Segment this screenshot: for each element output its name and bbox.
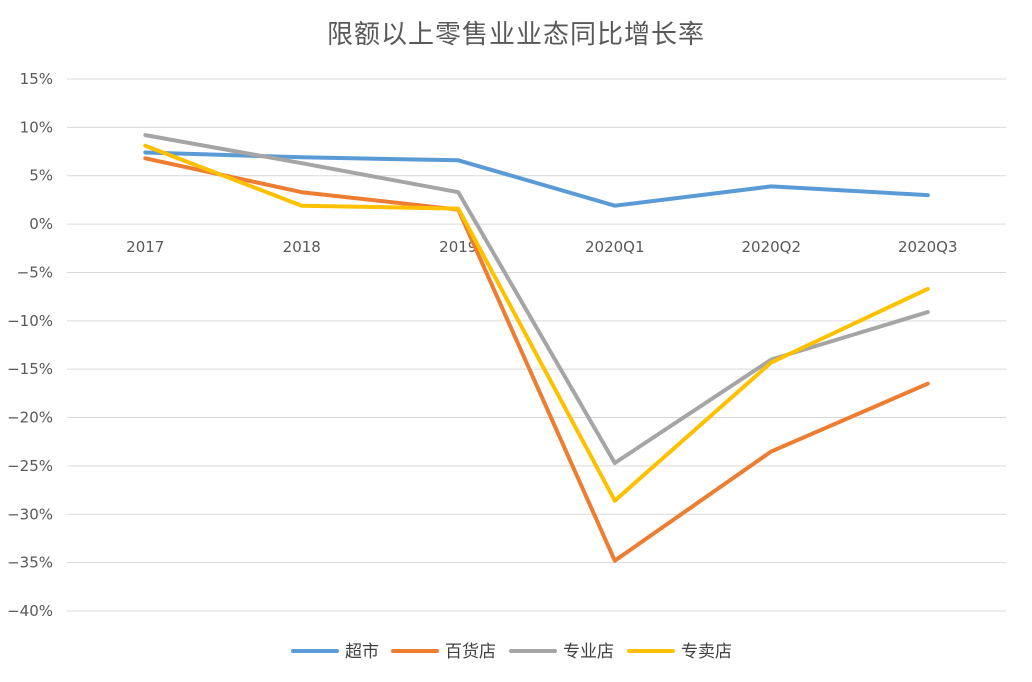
y-tick-label: −5%: [17, 263, 53, 281]
legend-label: 超市: [345, 642, 379, 662]
legend-item: 专业店: [509, 642, 614, 662]
y-tick-label: 15%: [20, 70, 53, 88]
legend-label: 专卖店: [681, 642, 732, 662]
y-tick-label: 10%: [20, 118, 53, 136]
legend-label: 百货店: [445, 642, 496, 662]
legend-item: 超市: [291, 642, 379, 662]
y-tick-label: −15%: [7, 360, 53, 378]
series-line-2: [143, 156, 930, 563]
grid-lines: [67, 78, 1006, 612]
legend-item: 百货店: [391, 642, 496, 662]
y-axis-tick-labels: 15% 10% 5% 0% −5% −10% −15% −20% −25% −30% −35% −40…: [7, 70, 53, 620]
x-tick-label: 2017: [126, 238, 164, 256]
y-tick-label: −25%: [7, 457, 53, 475]
x-tick-label: 2018: [283, 238, 321, 256]
series-line-1: [143, 150, 930, 208]
series-lines: [143, 133, 930, 563]
y-tick-label: −10%: [7, 312, 53, 330]
x-axis-tick-labels: 2017 2018 2019 2020Q1 2020Q2 2020Q3: [126, 238, 957, 256]
x-tick-label: 2020Q2: [741, 238, 801, 256]
legend-label: 专业店: [563, 642, 614, 662]
x-tick-label: 2019: [439, 238, 477, 256]
chart-title: 限额以上零售业业态同比增长率: [326, 20, 705, 50]
y-tick-label: 0%: [29, 215, 53, 233]
y-tick-label: −30%: [7, 505, 53, 523]
y-tick-label: −35%: [7, 554, 53, 572]
y-tick-label: −40%: [7, 602, 53, 620]
legend-item: 专卖店: [627, 642, 732, 662]
y-tick-label: 5%: [29, 167, 53, 185]
x-tick-label: 2020Q1: [585, 238, 645, 256]
y-tick-label: −20%: [7, 409, 53, 427]
series-line-4: [143, 143, 930, 503]
x-tick-label: 2020Q3: [898, 238, 958, 256]
legend: 超市 百货店 专业店 专卖店: [291, 642, 732, 662]
